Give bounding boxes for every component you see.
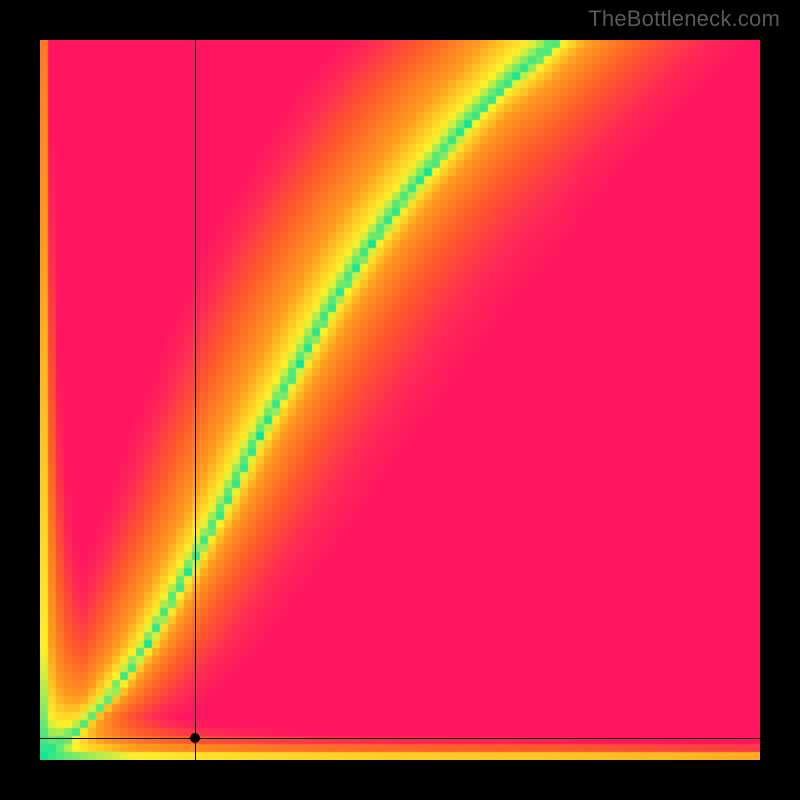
crosshair-horizontal <box>40 738 760 739</box>
selection-marker <box>190 733 200 743</box>
crosshair-vertical <box>195 40 196 760</box>
plot-area <box>40 40 760 760</box>
watermark-text: TheBottleneck.com <box>588 6 780 32</box>
bottleneck-heatmap <box>40 40 760 760</box>
